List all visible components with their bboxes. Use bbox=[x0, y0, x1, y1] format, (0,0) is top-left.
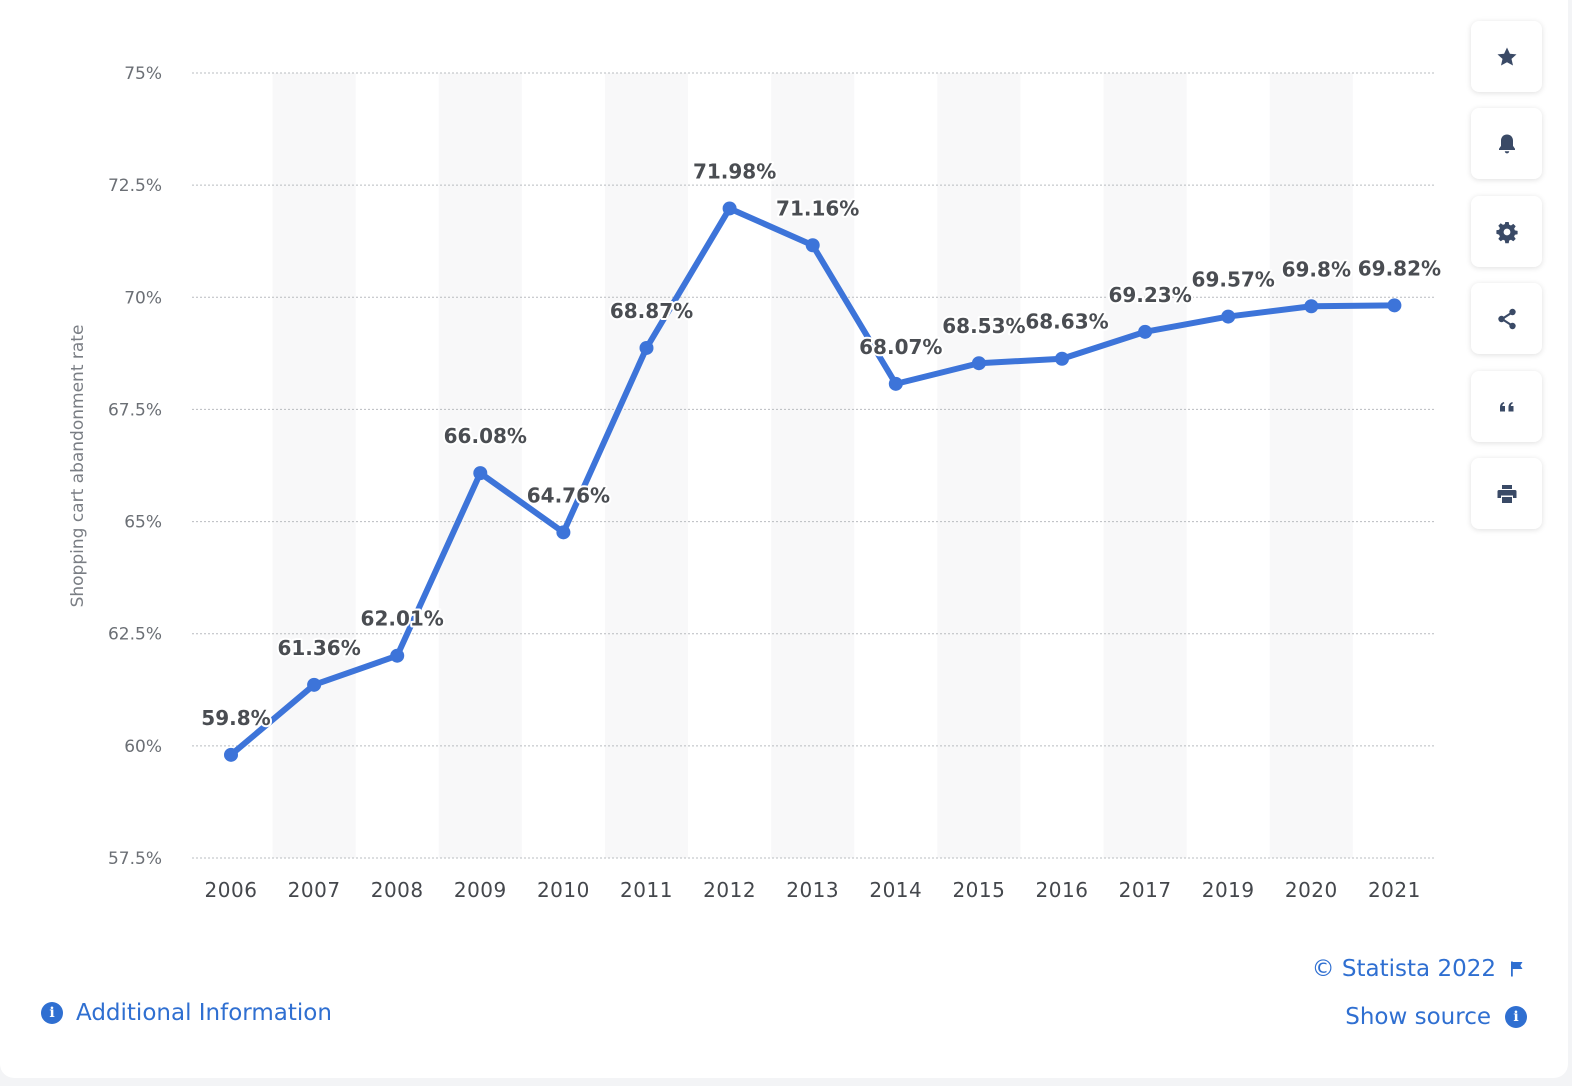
y-tick-label: 57.5% bbox=[108, 849, 162, 869]
data-label: 68.07% bbox=[859, 335, 942, 359]
data-label: 62.01% bbox=[361, 607, 444, 631]
info-icon: i bbox=[1505, 1006, 1527, 1028]
x-tick-label: 2010 bbox=[537, 878, 590, 902]
data-label: 69.23% bbox=[1108, 283, 1191, 307]
data-label: 66.08% bbox=[444, 424, 527, 448]
data-point bbox=[1055, 351, 1069, 366]
flag-icon bbox=[1511, 961, 1523, 977]
x-tick-label: 2021 bbox=[1368, 878, 1421, 902]
column-band bbox=[604, 73, 689, 858]
data-label: 69.82% bbox=[1358, 256, 1441, 280]
data-point bbox=[888, 376, 903, 391]
notification-button[interactable] bbox=[1471, 108, 1542, 179]
y-tick-label: 60% bbox=[124, 737, 162, 757]
data-label: 69.8% bbox=[1282, 257, 1351, 281]
x-tick-label: 2015 bbox=[952, 878, 1005, 902]
data-label: 64.76% bbox=[527, 483, 610, 507]
x-tick-label: 2007 bbox=[288, 878, 341, 902]
data-point bbox=[224, 747, 238, 762]
x-tick-label: 2006 bbox=[205, 878, 258, 902]
bell-icon bbox=[1498, 134, 1515, 153]
star-icon bbox=[1497, 47, 1516, 65]
y-tick-label: 75% bbox=[124, 64, 162, 84]
y-tick-label: 70% bbox=[124, 288, 162, 308]
x-tick-label: 2016 bbox=[1036, 878, 1089, 902]
data-point bbox=[639, 340, 654, 355]
gridlines bbox=[192, 72, 1434, 859]
cite-button[interactable] bbox=[1471, 371, 1542, 442]
x-tick-label: 2012 bbox=[703, 878, 756, 902]
statista-copyright-link[interactable]: © Statista 2022 bbox=[1312, 956, 1525, 982]
additional-information-link[interactable]: i Additional Information bbox=[41, 1000, 332, 1026]
settings-button[interactable] bbox=[1471, 196, 1542, 267]
favorite-button[interactable] bbox=[1471, 21, 1542, 92]
column-band bbox=[771, 73, 855, 858]
show-source-link[interactable]: Show source i bbox=[1345, 1004, 1527, 1030]
data-label: 59.8% bbox=[201, 706, 270, 730]
y-tick-label: 67.5% bbox=[108, 400, 162, 420]
y-tick-label: 72.5% bbox=[108, 176, 162, 196]
info-icon: i bbox=[41, 1002, 63, 1024]
data-point bbox=[473, 466, 488, 481]
data-label: 71.98% bbox=[693, 159, 776, 183]
print-icon bbox=[1497, 484, 1516, 503]
share-icon bbox=[1497, 308, 1516, 329]
line-chart: 57.5%60%62.5%65%67.5%70%72.5%75% 2006 200… bbox=[68, 64, 1443, 902]
column-band bbox=[1269, 73, 1353, 858]
x-tick-label: 2011 bbox=[620, 878, 673, 902]
x-tick-label: 2013 bbox=[786, 878, 839, 902]
data-point bbox=[805, 238, 820, 253]
gear-icon bbox=[1495, 221, 1518, 243]
data-label: 68.63% bbox=[1025, 310, 1108, 334]
data-point bbox=[390, 648, 405, 663]
share-button[interactable] bbox=[1471, 283, 1542, 354]
x-tick-label: 2020 bbox=[1285, 878, 1338, 902]
quote-icon bbox=[1499, 401, 1513, 411]
data-point bbox=[307, 677, 322, 692]
data-label: 61.36% bbox=[277, 636, 360, 660]
data-points bbox=[224, 201, 1402, 762]
print-button[interactable] bbox=[1471, 458, 1542, 529]
x-axis-ticks: 2006 2007 2008 2009 2010 2011 2012 2013 2014 2015… bbox=[205, 878, 1421, 902]
data-point bbox=[1138, 324, 1153, 339]
x-tick-label: 2017 bbox=[1119, 878, 1172, 902]
data-point bbox=[556, 525, 571, 540]
column-band bbox=[438, 73, 522, 858]
column-band bbox=[1103, 73, 1187, 858]
data-label: 68.53% bbox=[942, 314, 1025, 338]
x-tick-label: 2008 bbox=[371, 878, 424, 902]
data-point bbox=[1304, 299, 1319, 314]
y-tick-label: 65% bbox=[124, 513, 162, 533]
additional-information-label: Additional Information bbox=[76, 1000, 332, 1026]
data-label: 69.57% bbox=[1192, 268, 1275, 292]
data-point bbox=[1387, 298, 1402, 313]
data-point bbox=[722, 201, 737, 216]
y-axis-label: Shopping cart abandonment rate bbox=[68, 325, 88, 608]
show-source-label: Show source bbox=[1345, 1004, 1491, 1030]
x-tick-label: 2014 bbox=[869, 878, 922, 902]
column-band bbox=[937, 73, 1021, 858]
data-point bbox=[971, 356, 986, 371]
data-labels: 59.8% 61.36%62.01% 66.08% 64.76% 68.87% 71.98… bbox=[199, 157, 1443, 731]
copyright-label: © Statista 2022 bbox=[1311, 956, 1496, 982]
x-tick-label: 2009 bbox=[454, 878, 507, 902]
data-label: 71.16% bbox=[776, 196, 859, 220]
data-label: 68.87% bbox=[610, 299, 693, 323]
x-tick-label: 2019 bbox=[1202, 878, 1255, 902]
y-axis-ticks: 57.5% 60% 62.5% 65% 67.5% 70% 72.5% 75% bbox=[108, 64, 162, 869]
column-bands bbox=[272, 73, 1353, 858]
y-tick-label: 62.5% bbox=[108, 625, 162, 645]
column-band bbox=[272, 73, 356, 858]
data-point bbox=[1221, 309, 1236, 324]
